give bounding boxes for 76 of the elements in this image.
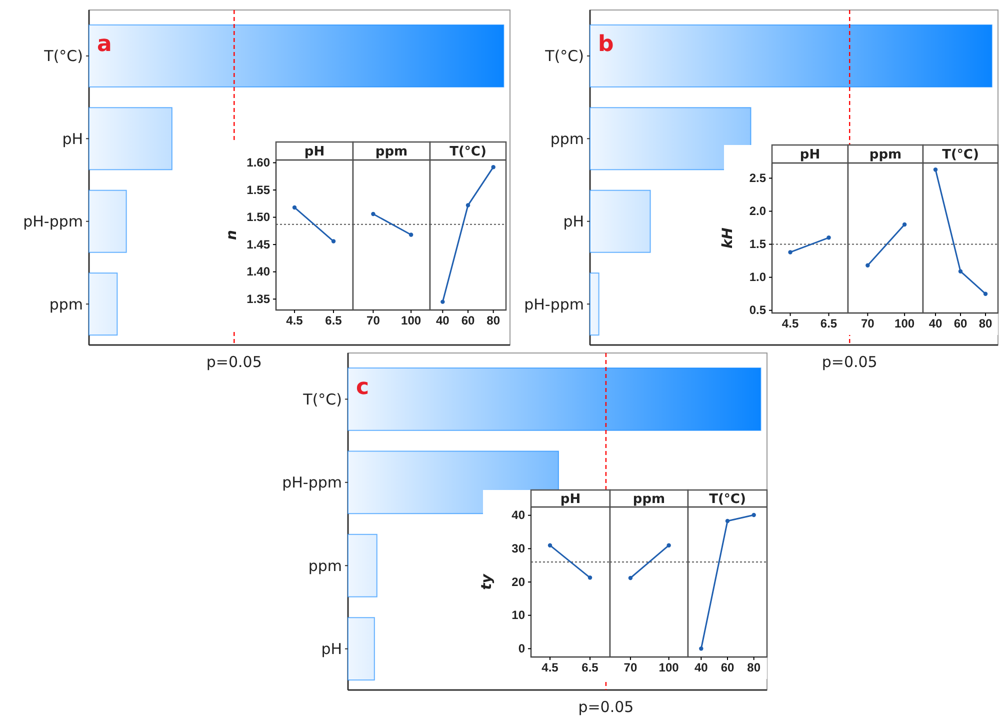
x-tick-label: 100: [401, 314, 422, 328]
x-tick-label: 4.5: [286, 314, 304, 328]
text: p=0.05: [822, 353, 878, 371]
y-tick-label: pH-ppm: [524, 295, 584, 314]
chart-title: T(°C): [450, 144, 486, 160]
y-tick-label: T(°C): [302, 390, 342, 408]
y-tick-label: pH-ppm: [23, 212, 83, 231]
bar: [88, 272, 118, 336]
y-tick-label: pH: [62, 130, 83, 148]
y-tick-label: ppm: [308, 556, 342, 575]
text: p=0.05: [206, 353, 262, 371]
y-tick-label: 1.5: [749, 237, 766, 252]
x-tick-label: 6.5: [582, 660, 599, 675]
bar: [590, 24, 992, 88]
y-tick-label: 1.60: [246, 156, 270, 170]
y-tick-label: 10: [512, 608, 526, 622]
y-tick-label: pH-ppm: [282, 474, 342, 492]
y-tick-label: 1.55: [246, 182, 270, 197]
x-tick-label: 80: [747, 660, 761, 675]
x-tick-label: 70: [860, 316, 875, 331]
x-tick-label: 100: [894, 316, 915, 331]
bar: [590, 190, 651, 253]
chart-title: ppm: [375, 144, 408, 160]
y-tick-label: 30: [512, 542, 526, 556]
x-tick-label: 100: [658, 660, 680, 675]
y-tick-label: pH: [563, 212, 584, 231]
y-axis-title: kH: [720, 227, 736, 249]
y-tick-label: T(°C): [43, 47, 83, 66]
chart-title: pH: [800, 148, 820, 163]
annotation: c: [356, 374, 370, 400]
y-tick-label: 1.35: [246, 292, 270, 306]
chart-title: T(°C): [709, 492, 746, 508]
y-tick-label: ppm: [550, 130, 584, 148]
x-tick-label: 70: [366, 314, 380, 328]
annotation: a: [97, 32, 112, 57]
y-tick-label: 20: [512, 574, 526, 589]
y-tick-label: 1.40: [246, 264, 270, 279]
x-tick-label: 60: [720, 660, 734, 675]
x-tick-label: 80: [486, 314, 500, 328]
y-axis-title: ty: [479, 573, 495, 590]
x-tick-label: 40: [436, 314, 450, 328]
x-tick-label: 4.5: [782, 316, 799, 331]
x-tick-label: 6.5: [820, 316, 838, 331]
bar: [348, 367, 762, 431]
bar: [348, 534, 378, 598]
x-tick-label: 4.5: [542, 660, 559, 675]
y-tick-label: ppm: [49, 295, 83, 314]
y-tick-label: 2.5: [749, 171, 766, 186]
x-tick-label: 60: [461, 314, 475, 328]
y-tick-label: 1.0: [749, 270, 766, 284]
y-tick-label: pH: [321, 640, 342, 658]
x-tick-label: 40: [928, 316, 942, 331]
y-axis-title: n: [224, 230, 240, 240]
x-tick-label: 40: [694, 660, 708, 675]
bar: [590, 272, 600, 336]
y-tick-label: 1.45: [246, 237, 270, 252]
x-tick-label: 60: [954, 316, 968, 331]
bar: [88, 190, 127, 253]
y-tick-label: 40: [512, 508, 526, 522]
bar: [348, 617, 375, 681]
text: p=0.05: [578, 698, 634, 716]
y-tick-label: 1.50: [246, 210, 270, 224]
chart-title: ppm: [632, 492, 666, 508]
x-tick-label: 80: [978, 316, 992, 331]
y-tick-label: T(°C): [544, 47, 584, 66]
chart-title: ppm: [869, 148, 902, 163]
annotation: b: [598, 32, 614, 57]
bar: [590, 107, 752, 170]
bar: [88, 107, 172, 170]
chart-title: T(°C): [942, 148, 979, 163]
bar: [88, 24, 504, 88]
y-tick-label: 0.5: [749, 303, 766, 318]
y-tick-label: 2.0: [749, 204, 766, 218]
x-tick-label: 70: [624, 660, 638, 675]
y-tick-label: 0: [518, 642, 526, 656]
x-tick-label: 6.5: [325, 314, 342, 328]
